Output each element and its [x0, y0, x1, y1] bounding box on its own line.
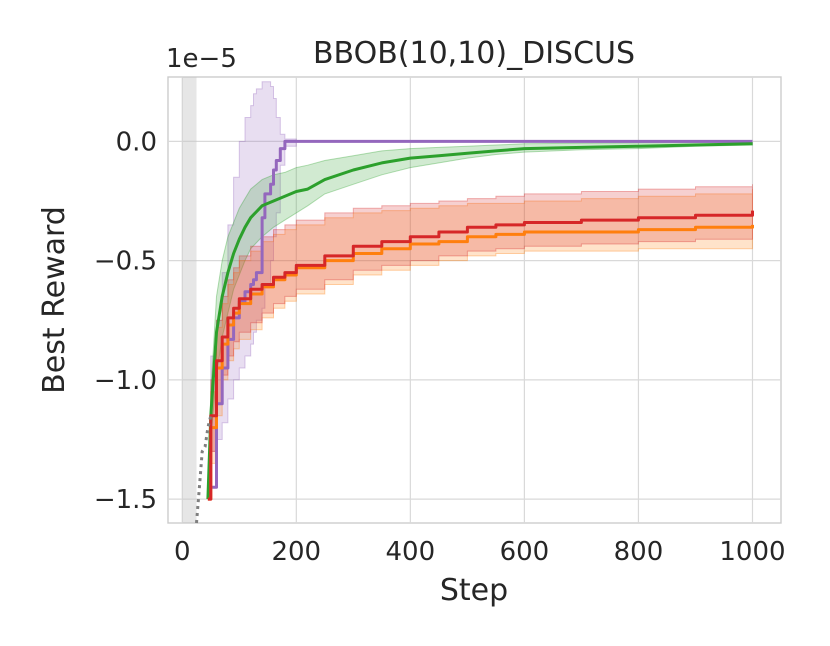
y-tick-label: 0.0	[116, 127, 157, 157]
series-4-line	[195, 415, 213, 524]
shaded-region	[182, 77, 197, 523]
series-1-line	[206, 142, 753, 500]
shaded-band	[182, 77, 197, 523]
x-tick-label: 1000	[719, 537, 785, 567]
x-tick-labels: 0 200 400 600 800 1000	[174, 537, 786, 567]
x-tick-label: 0	[174, 537, 191, 567]
y-tick-label: −1.0	[94, 366, 157, 396]
y-tick-label: −1.5	[94, 485, 157, 515]
y-tick-label: −0.5	[94, 247, 157, 277]
series-0-line	[210, 139, 753, 489]
series-2-band	[207, 189, 753, 500]
x-tick-label: 600	[500, 537, 550, 567]
y-axis-title: Best Reward	[37, 206, 72, 394]
x-tick-label: 200	[271, 537, 321, 567]
series-lines	[195, 139, 754, 524]
x-axis-title: Step	[440, 573, 508, 608]
chart-title: BBOB(10,10)_DISCUS	[313, 36, 635, 71]
x-tick-label: 400	[386, 537, 436, 567]
x-tick-label: 800	[614, 537, 664, 567]
y-offset-label: 1e−5	[166, 44, 237, 74]
series-3-line	[207, 210, 754, 501]
y-tick-labels: 0.0 −0.5 −1.0 −1.5	[94, 127, 157, 515]
